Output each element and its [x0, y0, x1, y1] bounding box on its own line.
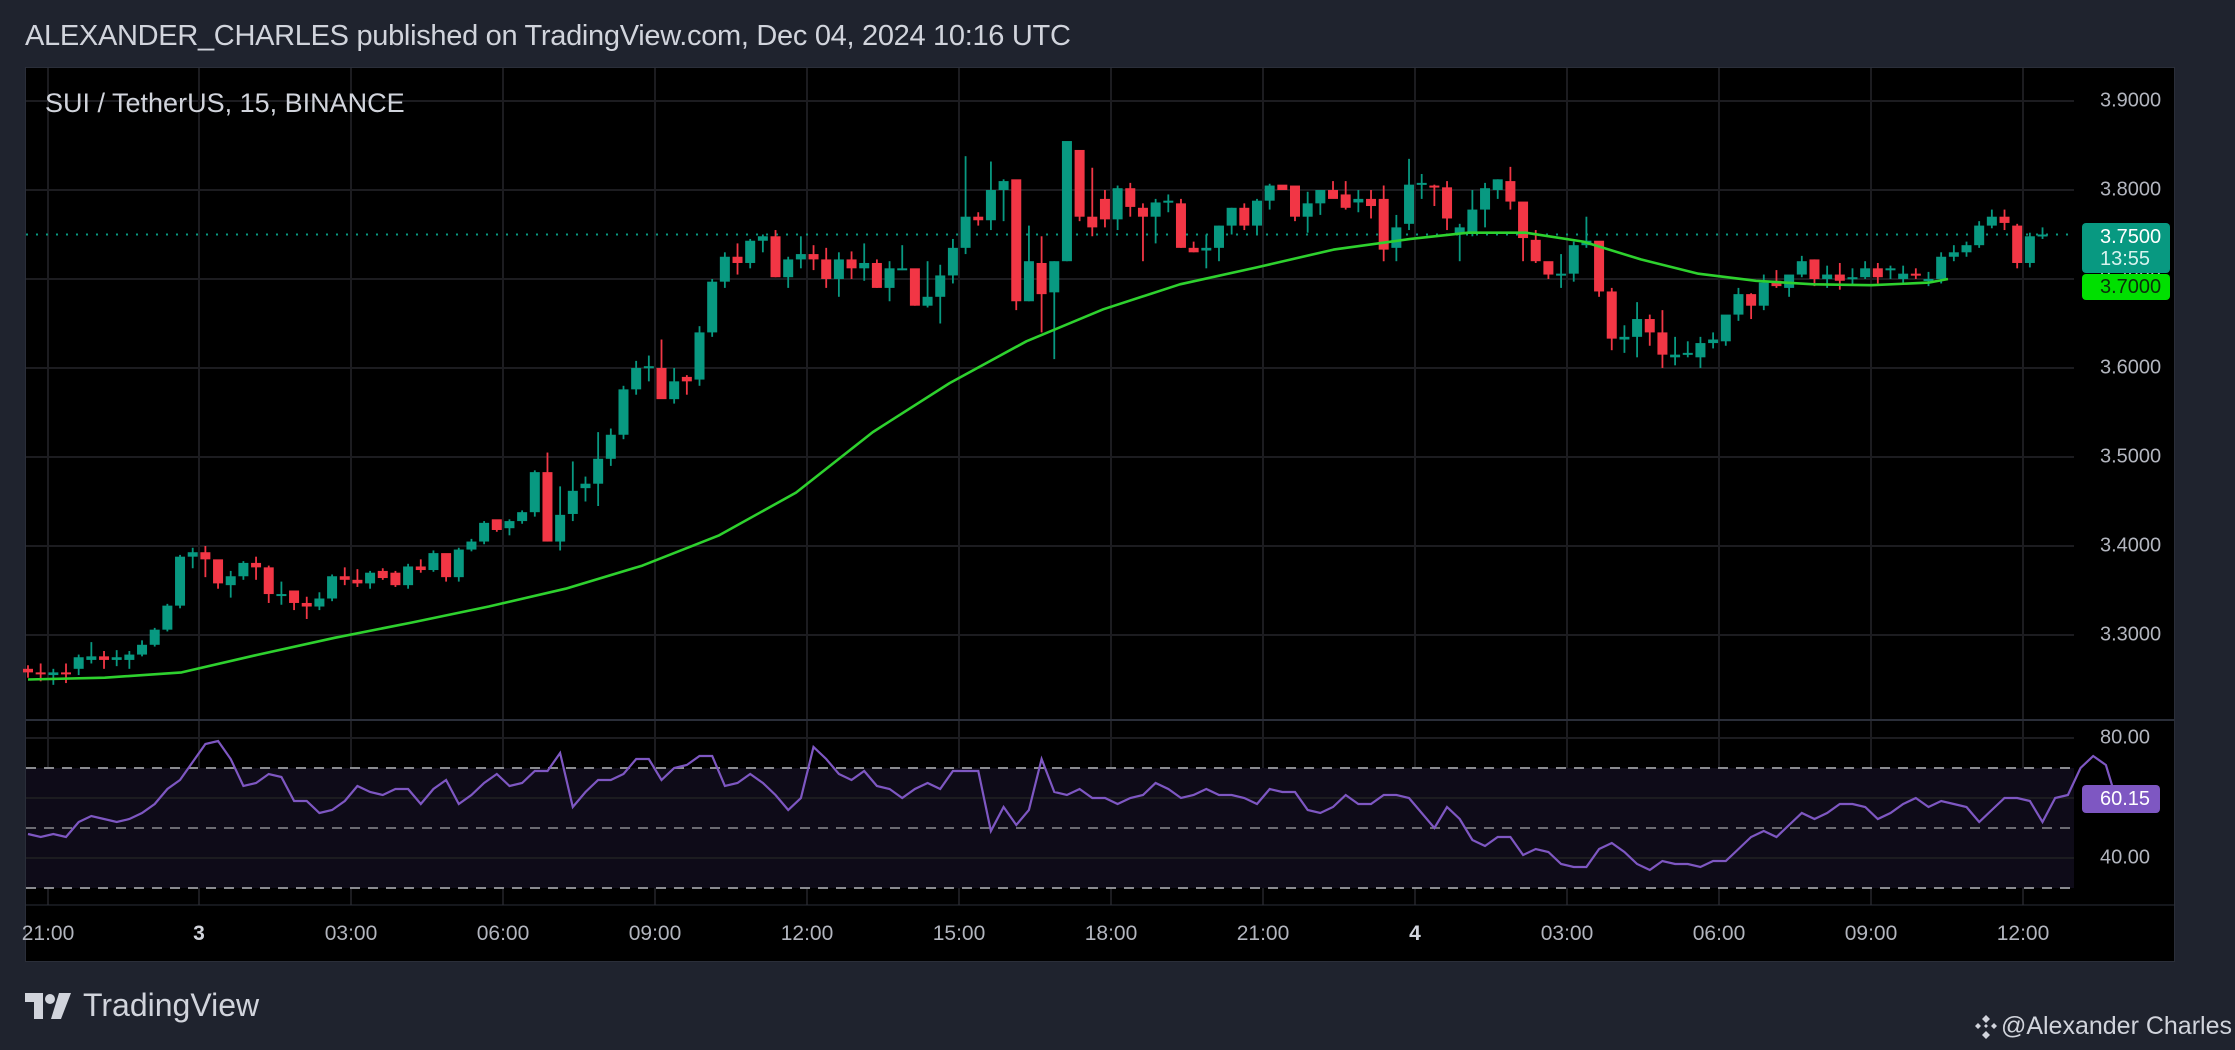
- time-tick-label: 06:00: [476, 922, 530, 945]
- price-tick-label: 3.4000: [2100, 534, 2162, 557]
- rsi-tick-label: 80.00: [2100, 726, 2151, 749]
- tradingview-logo[interactable]: TradingView: [25, 987, 259, 1024]
- time-tick-label: 21:00: [21, 922, 75, 945]
- price-tick-label: 3.8000: [2100, 178, 2162, 201]
- current-price-value: 3.7500: [2100, 226, 2162, 248]
- rsi-tick-label: 40.00: [2100, 846, 2151, 869]
- binance-diamond-icon: [1974, 1014, 1997, 1039]
- author-credit[interactable]: @Alexander Charles: [1974, 1012, 2232, 1041]
- tradingview-brand: TradingView: [83, 987, 260, 1023]
- current-price-badge: 3.7500 13:55: [2082, 223, 2170, 273]
- time-tick-label: 15:00: [932, 922, 986, 945]
- time-tick-label: 4: [1409, 922, 1421, 945]
- publish-header: ALEXANDER_CHARLES published on TradingVi…: [25, 20, 1071, 52]
- time-tick-label: 03:00: [324, 922, 378, 945]
- time-tick-label: 12:00: [780, 922, 834, 945]
- time-tick-label: 09:00: [628, 922, 682, 945]
- price-tick-label: 3.6000: [2100, 356, 2162, 379]
- time-tick-label: 09:00: [1844, 922, 1898, 945]
- time-tick-label: 3: [193, 922, 205, 945]
- rsi-value-badge: 60.15: [2082, 785, 2160, 813]
- symbol-legend[interactable]: SUI / TetherUS, 15, BINANCE: [45, 88, 405, 118]
- price-tick-label: 3.3000: [2100, 623, 2162, 646]
- time-tick-label: 21:00: [1236, 922, 1290, 945]
- author-handle: @Alexander Charles: [2000, 1012, 2232, 1040]
- time-tick-label: 18:00: [1084, 922, 1138, 945]
- time-tick-label: 03:00: [1540, 922, 1594, 945]
- ma-value-badge: 3.7000: [2082, 274, 2170, 300]
- price-tick-label: 3.9000: [2100, 89, 2162, 112]
- bar-countdown: 13:55: [2100, 248, 2151, 270]
- price-tick-label: 3.5000: [2100, 445, 2162, 468]
- time-tick-label: 06:00: [1692, 922, 1746, 945]
- time-tick-label: 12:00: [1996, 922, 2050, 945]
- tradingview-logo-icon: [25, 992, 71, 1019]
